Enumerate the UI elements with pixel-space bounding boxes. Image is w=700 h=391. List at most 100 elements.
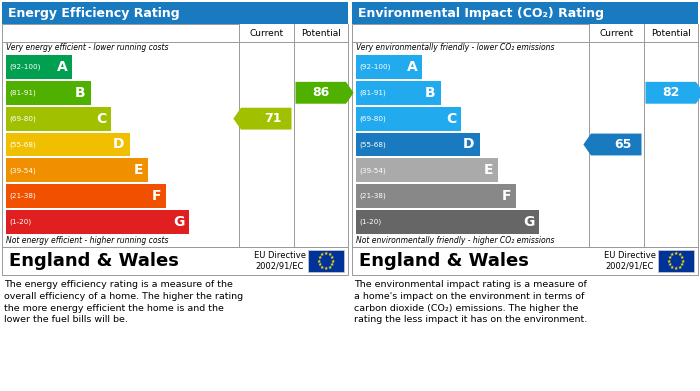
Bar [6,158,148,182]
Text: England & Wales: England & Wales [9,252,179,270]
Text: E: E [134,163,143,178]
Text: ★: ★ [678,265,682,270]
Text: Potential: Potential [651,29,691,38]
Bar [6,133,130,156]
Text: D: D [463,138,475,151]
Text: ★: ★ [680,255,685,260]
Text: Current: Current [249,29,284,38]
Bar [2,2,348,24]
Bar [356,55,422,79]
Text: (81-91): (81-91) [359,90,386,96]
Bar [6,81,91,105]
Bar [589,24,643,42]
Bar [2,247,348,275]
Text: (92-100): (92-100) [359,64,391,70]
Polygon shape [233,108,291,129]
Bar [239,24,293,42]
Text: EU Directive
2002/91/EC: EU Directive 2002/91/EC [254,251,306,271]
Text: G: G [173,215,184,229]
Text: B: B [425,86,435,100]
Bar [356,81,441,105]
Bar [356,184,517,208]
Bar [356,107,461,131]
Text: ★: ★ [324,266,328,271]
Text: ★: ★ [670,252,675,257]
Bar [352,24,698,247]
Bar [643,24,698,42]
Text: (21-38): (21-38) [9,193,36,199]
Bar [352,247,698,275]
Text: (81-91): (81-91) [9,90,36,96]
Text: (39-54): (39-54) [9,167,36,174]
Text: ★: ★ [328,265,332,270]
Text: England & Wales: England & Wales [359,252,529,270]
Text: (39-54): (39-54) [359,167,386,174]
Bar [6,184,167,208]
Text: ★: ★ [330,255,335,260]
Text: A: A [57,60,67,74]
Bar [356,210,539,234]
Text: (69-80): (69-80) [359,115,386,122]
Polygon shape [583,134,641,156]
Bar [352,2,698,24]
Bar [356,133,480,156]
Text: ★: ★ [330,262,335,267]
Bar [293,24,348,42]
Text: E: E [484,163,493,178]
Text: ★: ★ [674,251,678,256]
Bar [6,107,111,131]
Text: A: A [407,60,417,74]
Text: ★: ★ [331,258,335,264]
Text: ★: ★ [318,262,322,267]
Polygon shape [295,82,354,104]
Text: 65: 65 [614,138,631,151]
Text: C: C [446,112,456,126]
Text: ★: ★ [680,262,685,267]
Text: F: F [502,189,511,203]
Text: G: G [523,215,534,229]
Text: Not environmentally friendly - higher CO₂ emissions: Not environmentally friendly - higher CO… [356,236,554,245]
Text: ★: ★ [328,252,332,257]
Text: Very environmentally friendly - lower CO₂ emissions: Very environmentally friendly - lower CO… [356,43,554,52]
Text: Current: Current [599,29,634,38]
Text: ★: ★ [316,258,321,264]
Text: Not energy efficient - higher running costs: Not energy efficient - higher running co… [6,236,169,245]
Text: ★: ★ [318,255,322,260]
Text: The environmental impact rating is a measure of
a home's impact on the environme: The environmental impact rating is a mea… [354,280,587,325]
Text: (92-100): (92-100) [9,64,41,70]
Text: ★: ★ [668,262,672,267]
Text: Very energy efficient - lower running costs: Very energy efficient - lower running co… [6,43,169,52]
Text: ★: ★ [674,266,678,271]
Text: F: F [152,189,161,203]
Text: 86: 86 [312,86,330,99]
Text: (69-80): (69-80) [9,115,36,122]
Text: C: C [96,112,106,126]
Text: ★: ★ [678,252,682,257]
Text: Energy Efficiency Rating: Energy Efficiency Rating [8,7,180,20]
Text: B: B [75,86,85,100]
Text: ★: ★ [668,255,672,260]
Text: (1-20): (1-20) [9,219,31,225]
Text: ★: ★ [666,258,671,264]
Bar [658,250,694,272]
Text: The energy efficiency rating is a measure of the
overall efficiency of a home. T: The energy efficiency rating is a measur… [4,280,243,325]
Text: ★: ★ [670,265,675,270]
Text: Potential: Potential [301,29,341,38]
Bar [308,250,344,272]
Text: (55-68): (55-68) [9,141,36,148]
Text: Environmental Impact (CO₂) Rating: Environmental Impact (CO₂) Rating [358,7,604,20]
Bar [6,55,72,79]
Text: ★: ★ [320,252,325,257]
Bar [356,158,498,182]
Text: 82: 82 [662,86,680,99]
Text: (21-38): (21-38) [359,193,386,199]
Text: (1-20): (1-20) [359,219,381,225]
Text: ★: ★ [320,265,325,270]
Text: EU Directive
2002/91/EC: EU Directive 2002/91/EC [604,251,656,271]
Text: (55-68): (55-68) [359,141,386,148]
Text: D: D [113,138,125,151]
Bar [2,24,348,247]
Text: ★: ★ [681,258,685,264]
Bar [6,210,189,234]
Text: 71: 71 [264,112,281,125]
